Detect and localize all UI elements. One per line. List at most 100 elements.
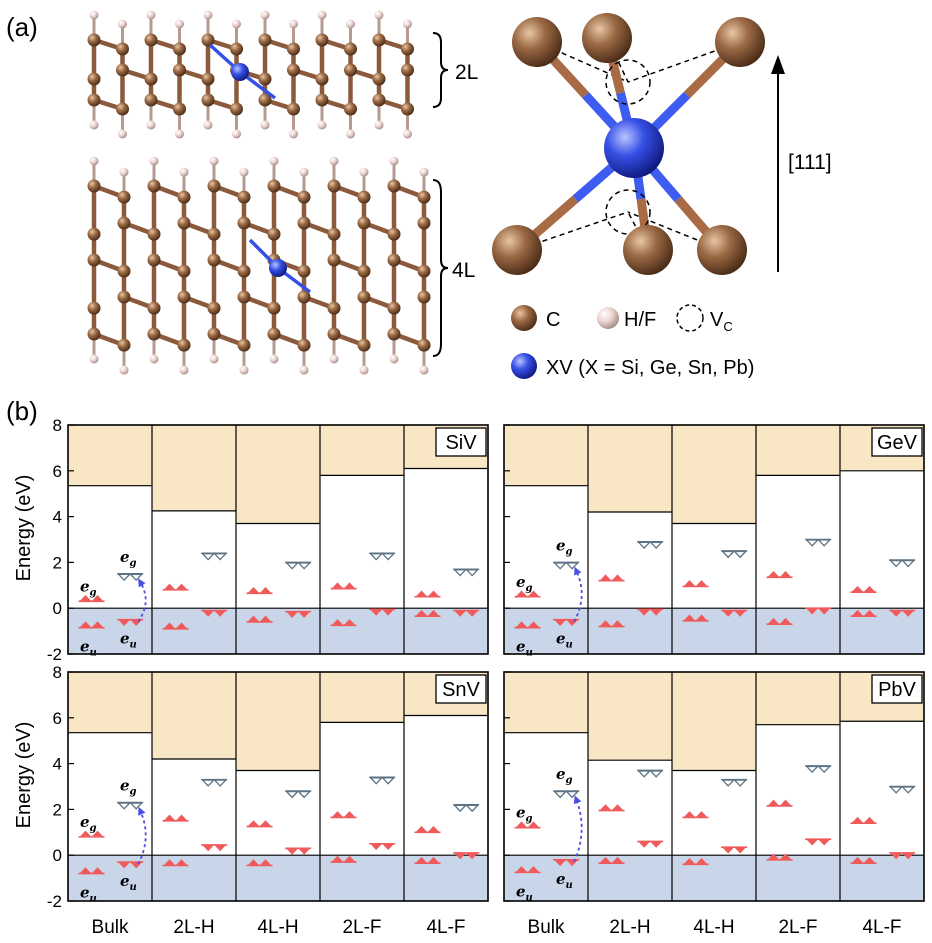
occupied-state-marker (176, 583, 188, 590)
occupied-state-marker (332, 811, 344, 817)
occupied-state-marker (600, 574, 612, 581)
carbon-atom (315, 72, 329, 86)
state-label: eu (516, 638, 533, 659)
occupied-state-marker (600, 804, 612, 811)
chart-gev: GeV eg eu eg eu (503, 424, 925, 659)
occupied-state-marker (164, 622, 176, 629)
occupied-state-marker (428, 590, 440, 597)
defect-level (330, 582, 357, 590)
defect-level (805, 765, 832, 774)
carbon-atom (116, 102, 129, 116)
carbon-atom (201, 93, 215, 107)
defect-cluster (492, 13, 765, 275)
carbon-atom (207, 301, 221, 315)
terminal-atom (239, 365, 249, 375)
ylabel-top: Energy (eV) (13, 475, 35, 582)
occupied-state-marker (202, 611, 214, 617)
carbon-atom (327, 301, 341, 315)
carbon-atom (207, 179, 221, 193)
carbon-atom (417, 216, 431, 230)
carbon-atom (87, 179, 101, 193)
cluster-carbon-atom (715, 17, 765, 67)
defect-level (514, 590, 541, 598)
conduction-band (756, 425, 840, 476)
carbon-atom (401, 42, 414, 56)
occupied-state-marker (428, 826, 440, 832)
empty-state-marker (901, 786, 916, 794)
y-tick-label: 6 (53, 462, 62, 481)
defect-level (246, 587, 273, 595)
x-category-label: 4L-F (426, 917, 465, 938)
occupied-state-marker (780, 799, 792, 806)
occupied-state-marker (528, 590, 540, 597)
occupied-state-marker (298, 612, 310, 618)
conduction-band (672, 425, 756, 524)
conduction-band (320, 672, 404, 723)
empty-state-marker (201, 553, 216, 561)
defect-level (514, 621, 541, 629)
occupied-state-marker (864, 609, 876, 616)
terminal-atom (299, 167, 309, 177)
carbon-atom (117, 290, 131, 304)
occupied-state-marker (382, 609, 394, 616)
occupied-state-marker (260, 587, 272, 593)
occupied-state-marker (528, 621, 540, 628)
defect-legend-icon (511, 353, 537, 379)
empty-state-marker (201, 779, 216, 787)
defect-level (850, 856, 877, 865)
state-label: eu (556, 630, 573, 651)
y-tick-label: -2 (47, 892, 62, 911)
empty-state-marker (297, 790, 312, 799)
empty-state-marker (733, 779, 748, 787)
defect-level (850, 609, 877, 618)
panel-b-label: (b) (6, 396, 38, 426)
chart-frame (503, 424, 925, 655)
occupied-state-marker (92, 621, 104, 628)
carbon-atom (237, 264, 251, 278)
occupied-state-marker (92, 830, 104, 837)
terminal-atom (175, 19, 184, 29)
occupied-state-marker (416, 609, 428, 616)
carbon-atom (258, 93, 272, 107)
empty-state-marker (649, 770, 664, 778)
empty-state-marker (805, 539, 820, 547)
carbon-atom (147, 179, 161, 193)
x-category-label: 4L-H (257, 917, 298, 938)
slab-atoms (87, 156, 431, 375)
conduction-band (588, 425, 672, 513)
terminal-atom (89, 354, 99, 364)
defect-level (850, 585, 877, 593)
occupied-state-marker (864, 856, 876, 863)
defect-level (598, 856, 625, 865)
carbon-atom (144, 33, 158, 47)
carbon-atom (147, 253, 161, 267)
defect-level (682, 580, 709, 588)
x-category-label: 2L-H (609, 917, 650, 938)
conduction-band (504, 425, 588, 486)
defect-level (453, 852, 480, 860)
direction-arrow (771, 55, 785, 272)
terminal-atom (346, 19, 355, 29)
carbon-atom (87, 227, 101, 241)
chart-snv: -2 0 2 4 6 8 Bulk 2L-H 4L-H 2L-F 4L-F SnV eg eu eg eu (47, 663, 489, 938)
occupied-state-marker (428, 856, 440, 863)
terminal-atom (260, 10, 270, 20)
empty-state-marker (901, 559, 916, 568)
panel-a-label: (a) (6, 12, 38, 42)
cluster-carbon-atom (492, 225, 542, 275)
excitation-arrow (573, 795, 583, 863)
defect-level (889, 559, 916, 568)
empty-state-marker (805, 765, 820, 774)
carbon-atom (297, 290, 311, 304)
chart-title-text: SnV (442, 679, 480, 701)
terminal-atom (146, 120, 156, 130)
occupied-state-marker (612, 574, 624, 581)
terminal-legend-icon (597, 307, 619, 329)
empty-state-marker (297, 562, 312, 570)
occupied-state-marker (554, 860, 566, 867)
terminal-atom (239, 167, 249, 177)
carbon-atom (401, 63, 414, 77)
occupied-state-marker (80, 830, 92, 837)
slab-bonds (91, 164, 427, 368)
